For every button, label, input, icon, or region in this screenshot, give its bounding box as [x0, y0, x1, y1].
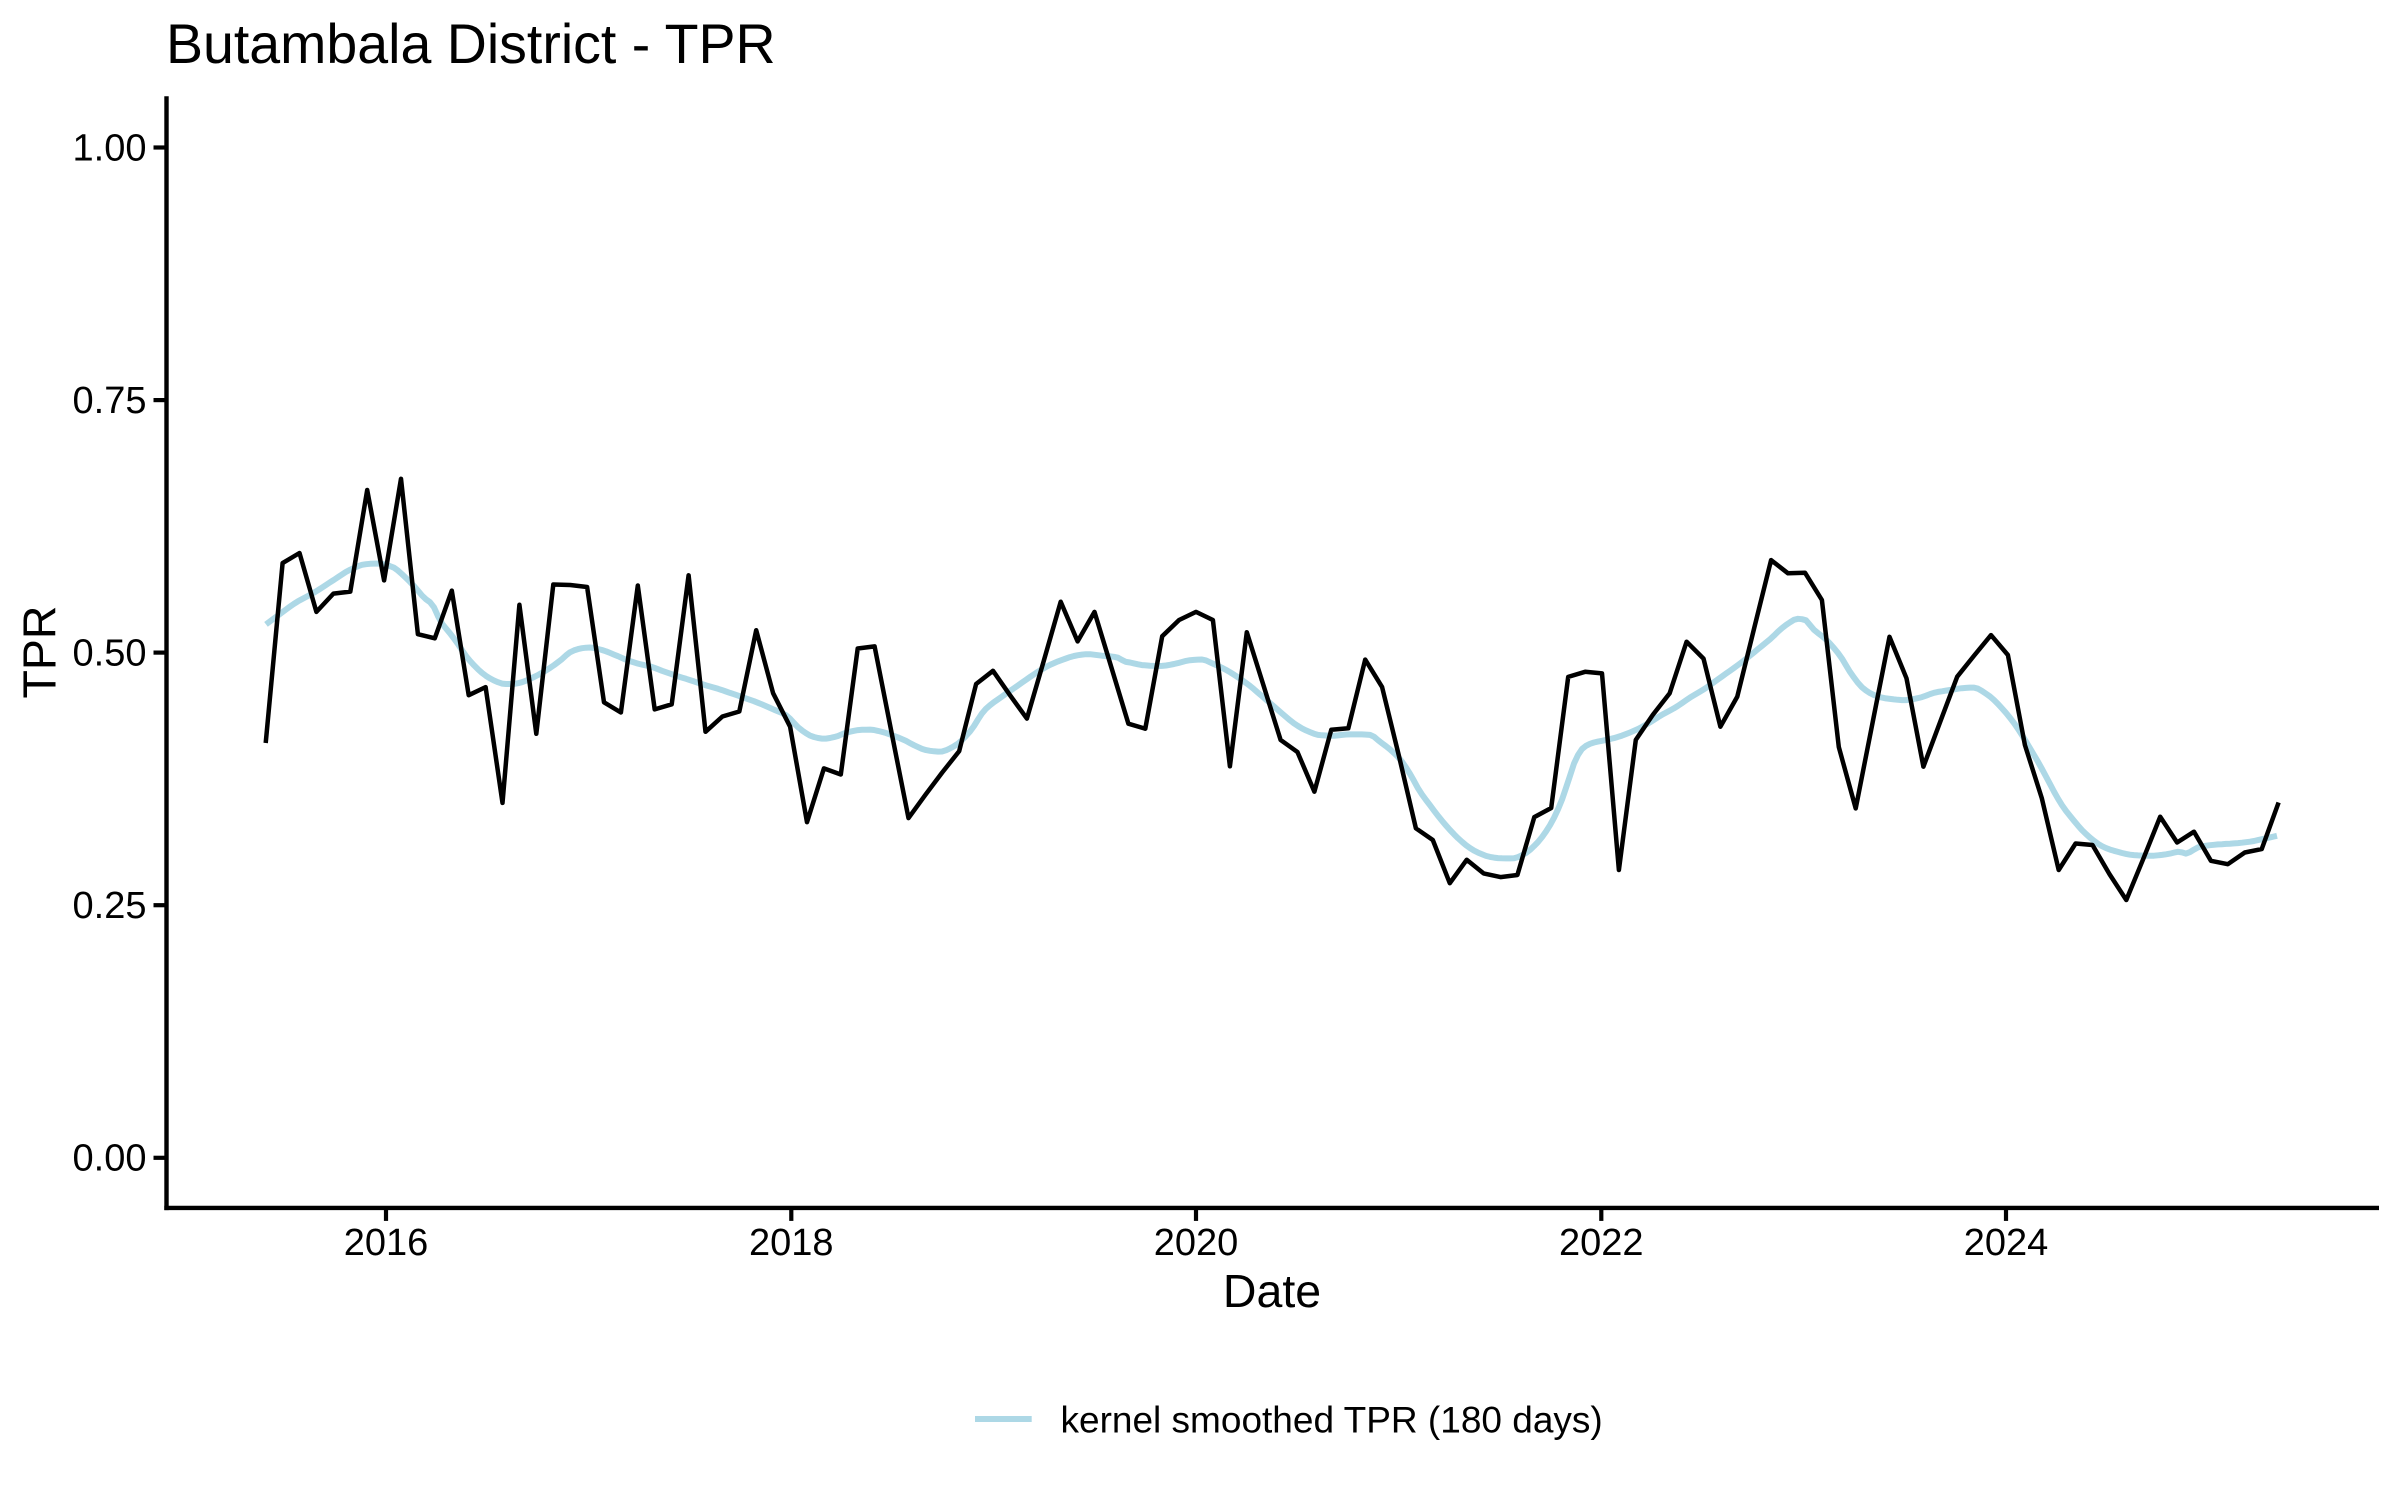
svg-text:2016: 2016 [344, 1222, 429, 1264]
svg-text:2018: 2018 [749, 1222, 834, 1264]
svg-text:Butambala District - TPR: Butambala District - TPR [166, 13, 776, 75]
svg-text:TPR: TPR [14, 606, 66, 699]
svg-text:0.75: 0.75 [73, 380, 147, 422]
svg-text:2022: 2022 [1559, 1222, 1644, 1264]
svg-text:0.00: 0.00 [73, 1138, 147, 1180]
svg-text:0.25: 0.25 [73, 885, 147, 927]
svg-text:Date: Date [1223, 1265, 1321, 1317]
svg-text:1.00: 1.00 [73, 127, 147, 169]
svg-text:kernel smoothed TPR (180 days): kernel smoothed TPR (180 days) [1061, 1399, 1603, 1440]
svg-text:0.50: 0.50 [73, 632, 147, 674]
svg-text:2020: 2020 [1154, 1222, 1239, 1264]
svg-text:2024: 2024 [1964, 1222, 2049, 1264]
